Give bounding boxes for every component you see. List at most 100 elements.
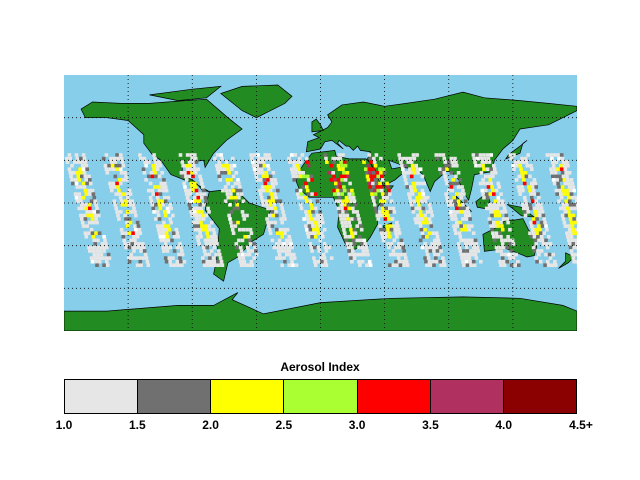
aerosol-cell xyxy=(163,242,168,246)
aerosol-cell xyxy=(279,217,284,221)
aerosol-cell xyxy=(87,203,91,207)
aerosol-cell xyxy=(222,163,226,168)
aerosol-cell xyxy=(520,185,524,189)
aerosol-cell xyxy=(335,188,340,193)
aerosol-cell xyxy=(305,188,310,193)
aerosol-cell xyxy=(275,213,279,218)
aerosol-cell xyxy=(554,263,558,267)
aerosol-cell xyxy=(496,181,501,186)
aerosol-cell xyxy=(104,242,108,246)
aerosol-cell xyxy=(545,153,550,157)
aerosol-cell xyxy=(517,263,521,267)
aerosol-cell xyxy=(349,227,353,232)
aerosol-cell xyxy=(111,181,116,186)
aerosol-cell xyxy=(296,163,300,168)
aerosol-cell xyxy=(198,203,202,207)
aerosol-cell xyxy=(462,206,466,211)
aerosol-cell xyxy=(448,210,453,214)
aerosol-cell xyxy=(342,227,346,232)
aerosol-cell xyxy=(242,259,247,264)
aerosol-cell xyxy=(128,220,133,225)
aerosol-cell xyxy=(410,192,415,196)
aerosol-cell xyxy=(90,217,95,221)
aerosol-cell xyxy=(77,192,81,196)
aerosol-cell xyxy=(415,181,419,186)
aerosol-cell xyxy=(534,185,538,189)
aerosol-cell xyxy=(161,245,165,250)
aerosol-cell xyxy=(348,252,352,257)
aerosol-cell xyxy=(559,195,564,200)
aerosol-cell xyxy=(208,227,212,232)
aerosol-cell xyxy=(384,192,388,196)
aerosol-cell xyxy=(399,238,404,243)
aerosol-cell xyxy=(332,188,336,193)
aerosol-cell xyxy=(405,185,410,189)
aerosol-cell xyxy=(530,195,534,200)
aerosol-cell xyxy=(307,224,312,228)
aerosol-cell xyxy=(417,203,421,207)
aerosol-cell xyxy=(292,163,297,168)
aerosol-cell xyxy=(88,181,93,186)
aerosol-cell xyxy=(233,181,238,186)
aerosol-cell xyxy=(513,160,518,164)
aerosol-cell xyxy=(415,195,419,200)
aerosol-cell xyxy=(346,188,351,193)
aerosol-cell xyxy=(83,203,88,207)
aerosol-cell xyxy=(305,160,310,164)
aerosol-cell xyxy=(163,227,168,232)
aerosol-cell xyxy=(177,252,181,257)
aerosol-cell xyxy=(451,163,455,168)
aerosol-cell xyxy=(449,156,454,161)
aerosol-cell xyxy=(343,220,348,225)
aerosol-cell xyxy=(251,163,256,168)
aerosol-cell xyxy=(261,160,266,164)
aerosol-cell xyxy=(190,156,194,161)
aerosol-cell xyxy=(508,227,512,232)
aerosol-cell xyxy=(157,188,162,193)
aerosol-cell xyxy=(400,242,405,246)
aerosol-cell xyxy=(366,163,371,168)
aerosol-cell xyxy=(505,259,509,264)
aerosol-cell xyxy=(372,171,376,175)
aerosol-cell xyxy=(372,156,376,161)
aerosol-cell xyxy=(465,263,470,267)
aerosol-cell xyxy=(96,252,100,257)
aerosol-cell xyxy=(144,256,149,260)
aerosol-cell xyxy=(362,160,366,164)
aerosol-cell xyxy=(561,174,566,179)
aerosol-cell xyxy=(458,178,463,182)
aerosol-cell xyxy=(345,199,350,203)
aerosol-cell xyxy=(283,259,287,264)
aerosol-cell xyxy=(385,181,389,186)
aerosol-cell xyxy=(164,231,169,235)
aerosol-cell xyxy=(387,188,391,193)
aerosol-cell xyxy=(100,242,105,246)
aerosol-cell xyxy=(537,252,541,257)
aerosol-cell xyxy=(298,203,303,207)
aerosol-cell xyxy=(369,188,373,193)
aerosol-cell xyxy=(435,156,439,161)
aerosol-cell xyxy=(210,238,215,243)
aerosol-cell xyxy=(209,235,214,239)
aerosol-cell xyxy=(367,181,372,186)
aerosol-cell xyxy=(372,199,376,203)
aerosol-cell xyxy=(427,217,432,221)
aerosol-cell xyxy=(76,174,81,179)
aerosol-cell xyxy=(83,188,88,193)
aerosol-cell xyxy=(359,252,363,257)
aerosol-cell xyxy=(436,238,441,243)
aerosol-cell xyxy=(211,242,216,246)
aerosol-cell xyxy=(405,263,410,267)
aerosol-cell xyxy=(463,199,468,203)
aerosol-cell xyxy=(165,206,170,211)
aerosol-cell xyxy=(278,199,283,203)
aerosol-cell xyxy=(254,160,259,164)
aerosol-cell xyxy=(205,259,209,264)
aerosol-cell xyxy=(309,231,314,235)
aerosol-cell xyxy=(200,210,204,214)
aerosol-cell xyxy=(529,235,533,239)
aerosol-cell xyxy=(438,259,442,264)
aerosol-cell xyxy=(299,192,304,196)
aerosol-cell xyxy=(304,210,308,214)
aerosol-cell xyxy=(229,163,233,168)
